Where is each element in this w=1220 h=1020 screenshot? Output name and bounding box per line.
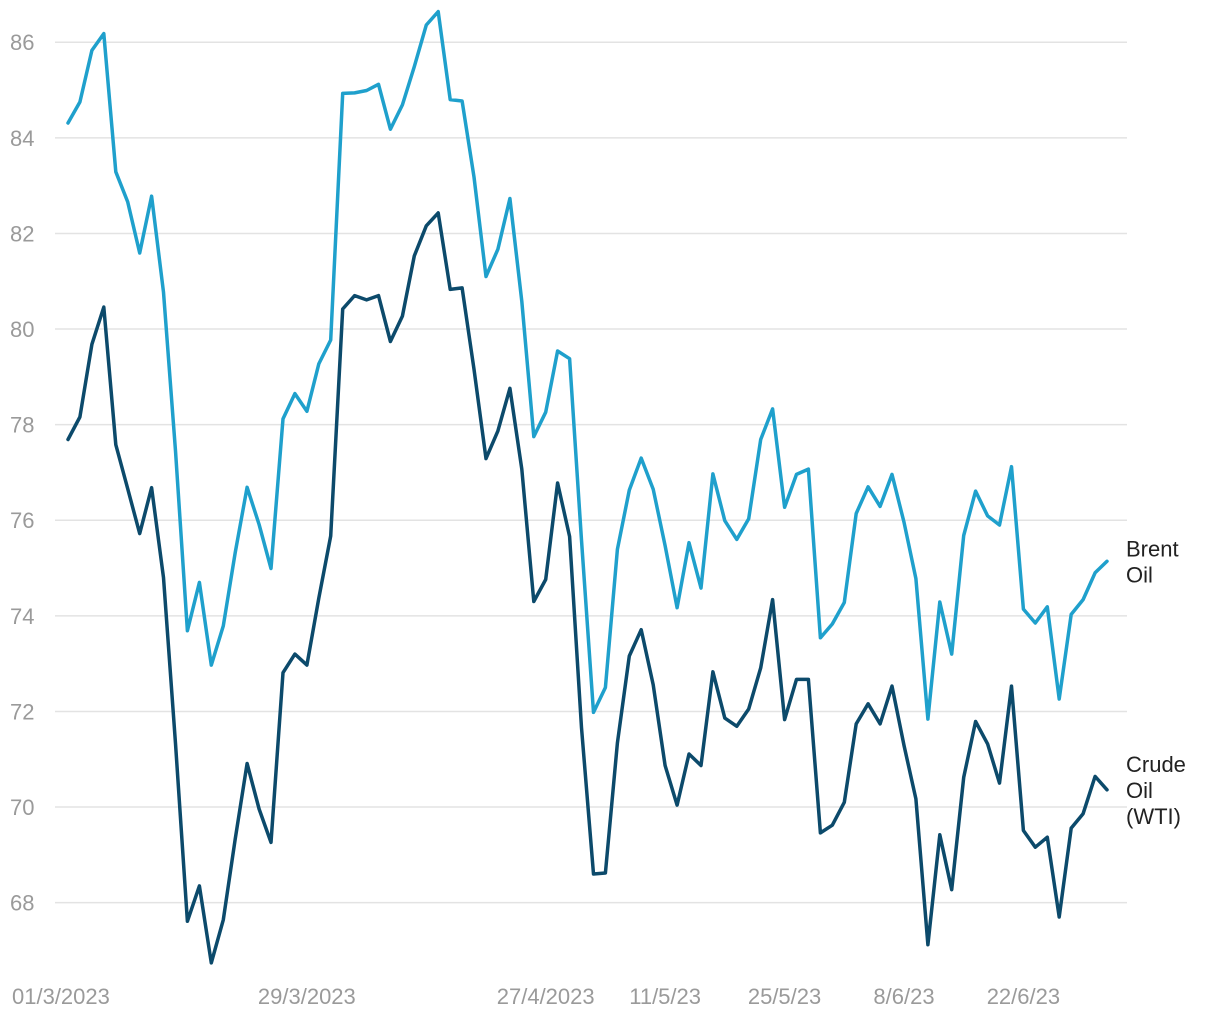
series-label-1: Crude Oil (WTI) (1126, 752, 1186, 829)
x-tick-label: 22/6/23 (987, 984, 1060, 1009)
x-tick-label: 01/3/2023 (12, 984, 110, 1009)
series-label-line: Brent (1126, 536, 1179, 561)
x-tick-label: 27/4/2023 (497, 984, 595, 1009)
y-tick-label: 86 (10, 30, 34, 55)
gridlines (55, 41, 1127, 904)
series-label-line: Crude (1126, 752, 1186, 777)
y-tick-label: 70 (10, 795, 34, 820)
x-axis-ticks: 01/3/2023 29/3/2023 27/4/2023 11/5/23 25/5/2… (12, 984, 1060, 1009)
series-line-1 (66, 211, 1109, 965)
y-tick-label: 82 (10, 221, 34, 246)
y-tick-label: 74 (10, 604, 34, 629)
series-label-line: (WTI) (1126, 804, 1181, 829)
series-lines (66, 9, 1109, 965)
series-line-0 (66, 9, 1109, 721)
y-tick-label: 76 (10, 508, 34, 533)
series-label-0: Brent Oil (1126, 536, 1179, 587)
y-tick-label: 84 (10, 126, 34, 151)
y-tick-label: 78 (10, 413, 34, 438)
y-axis-ticks: 68 70 72 74 76 78 80 82 84 86 (10, 30, 34, 915)
x-tick-label: 29/3/2023 (258, 984, 356, 1009)
series-label-line: Oil (1126, 778, 1153, 803)
y-tick-label: 68 (10, 891, 34, 916)
x-tick-label: 11/5/23 (629, 984, 701, 1009)
x-tick-label: 25/5/23 (748, 984, 821, 1009)
y-tick-label: 72 (10, 699, 34, 724)
series-label-line: Oil (1126, 562, 1153, 587)
y-tick-label: 80 (10, 317, 34, 342)
x-tick-label: 8/6/23 (873, 984, 934, 1009)
